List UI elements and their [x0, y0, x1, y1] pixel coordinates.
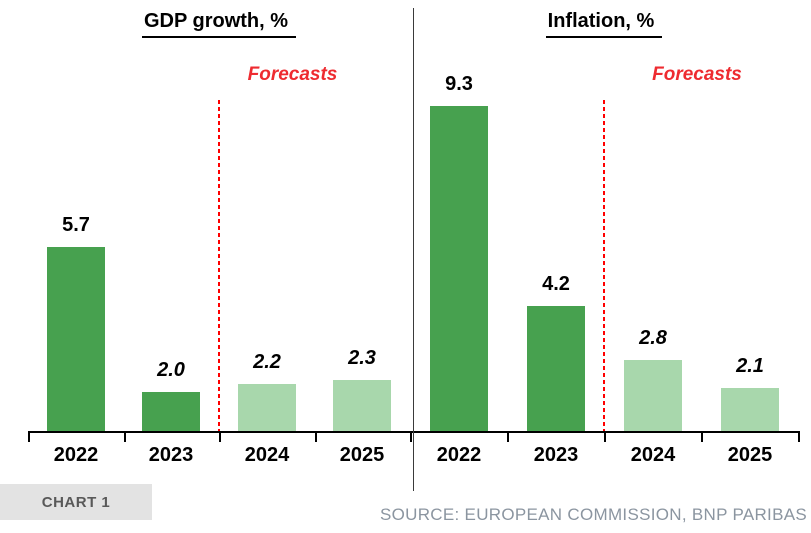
bar-inflation-2022	[430, 106, 488, 431]
bar-gdp-2022	[47, 247, 105, 431]
axis-tick-gdp-3	[315, 431, 317, 442]
forecast-annotation-gdp: Forecasts	[247, 64, 338, 85]
value-label-gdp-2025: 2.3	[348, 347, 376, 369]
panel-title-inflation: Inflation, %	[410, 10, 798, 38]
year-label-gdp-2025: 2025	[339, 444, 385, 466]
year-label-inflation-2023: 2023	[533, 444, 579, 466]
value-label-inflation-2023: 4.2	[542, 273, 570, 295]
year-label-gdp-2022: 2022	[53, 444, 99, 466]
year-label-inflation-2024: 2024	[630, 444, 676, 466]
year-label-inflation-2022: 2022	[436, 444, 482, 466]
value-label-gdp-2022: 5.7	[62, 214, 90, 236]
source-text: SOURCE: EUROPEAN COMMISSION, BNP PARIBAS	[379, 505, 807, 524]
axis-tick-inflation-0	[410, 431, 412, 442]
panel-title-gdp: GDP growth, %	[28, 10, 410, 38]
value-label-gdp-2023: 2.0	[157, 359, 185, 381]
axis-tick-gdp-1	[124, 431, 126, 442]
bar-inflation-2025	[721, 388, 779, 431]
bar-gdp-2025	[333, 380, 391, 431]
value-label-gdp-2024: 2.2	[253, 351, 281, 373]
bar-gdp-2023	[142, 392, 200, 431]
bar-gdp-2024	[238, 384, 296, 431]
bar-inflation-2023	[527, 306, 585, 431]
panel-separator	[413, 8, 414, 491]
year-label-gdp-2023: 2023	[148, 444, 194, 466]
panel-title-text-gdp: GDP growth, %	[141, 10, 297, 38]
axis-tick-inflation-3	[701, 431, 703, 442]
year-label-inflation-2025: 2025	[727, 444, 773, 466]
year-label-gdp-2024: 2024	[244, 444, 290, 466]
value-label-inflation-2024: 2.8	[639, 327, 667, 349]
value-label-inflation-2022: 9.3	[445, 73, 473, 95]
forecast-annotation-inflation: Forecasts	[652, 64, 742, 85]
axis-tick-inflation-4	[798, 431, 800, 442]
chart-number-label: CHART 1	[41, 493, 111, 511]
axis-tick-inflation-2	[604, 431, 606, 442]
axis-tick-gdp-2	[219, 431, 221, 442]
value-label-inflation-2025: 2.1	[736, 355, 764, 377]
axis-tick-inflation-1	[507, 431, 509, 442]
bar-inflation-2024	[624, 360, 682, 431]
panel-title-text-inflation: Inflation, %	[545, 10, 663, 38]
forecast-divider-inflation	[603, 100, 605, 433]
forecast-divider-gdp	[218, 100, 220, 433]
axis-tick-gdp-0	[28, 431, 30, 442]
chart-number-badge: CHART 1	[0, 484, 152, 520]
